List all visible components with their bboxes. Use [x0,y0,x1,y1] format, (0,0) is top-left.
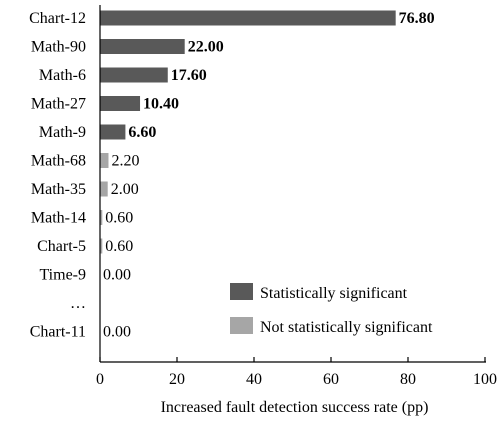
category-label-math-90: Math-90 [31,39,86,56]
bar-math-90 [100,39,185,54]
category-label-ellipsis: … [70,295,86,312]
category-label-chart-12: Chart-12 [29,10,86,27]
bar-chart-12 [100,10,396,26]
x-tick-label-80: 80 [400,371,416,388]
category-label-math-68: Math-68 [31,153,86,170]
bar-math-27 [100,96,141,111]
value-label-math-68: 2.20 [111,153,139,170]
value-label-math-6: 17.60 [171,67,207,84]
category-label-chart-11: Chart-11 [30,324,86,341]
x-tick-label-40: 40 [246,371,262,388]
legend-swatch-not-significant [230,317,253,334]
value-label-chart-12: 76.80 [399,10,435,27]
category-label-math-14: Math-14 [31,210,86,227]
bar-math-68 [100,153,109,168]
category-label-math-6: Math-6 [39,67,86,84]
value-label-math-14: 0.60 [105,210,133,227]
value-label-math-90: 22.00 [188,39,224,56]
x-tick-label-0: 0 [96,371,104,388]
value-labels: 76.80 22.00 17.60 10.40 6.60 2.20 2.00 0.60 0.60… [103,10,435,341]
x-tick-label-20: 20 [169,371,185,388]
value-label-math-9: 6.60 [128,124,156,141]
value-label-time-9: 0.00 [103,267,131,284]
value-label-math-35: 2.00 [111,181,139,198]
category-label-math-27: Math-27 [31,96,86,113]
category-label-math-9: Math-9 [39,124,86,141]
legend-label-not-significant: Not statistically significant [260,319,433,336]
legend-label-significant: Statistically significant [260,285,408,302]
x-tick-label-100: 100 [473,371,497,388]
category-label-chart-5: Chart-5 [37,238,86,255]
legend-swatch-significant [230,283,253,300]
bar-math-6 [100,67,168,83]
bar-math-9 [100,124,126,140]
bar-math-35 [100,181,108,197]
bar-math-14 [100,210,103,225]
category-labels: Chart-12 Math-90 Math-6 Math-27 Math-9 Math-6… [29,10,86,341]
category-label-math-35: Math-35 [31,181,86,198]
legend: Statistically significant Not statistica… [230,283,433,336]
value-label-math-27: 10.40 [143,96,179,113]
value-label-chart-5: 0.60 [105,238,133,255]
bars-group [100,10,396,254]
bar-chart-5 [100,238,103,254]
value-label-chart-11: 0.00 [103,324,131,341]
category-label-time-9: Time-9 [39,267,86,284]
x-axis-title: Increased fault detection success rate (… [161,399,429,416]
x-tick-label-60: 60 [323,371,339,388]
x-ticks: 0 20 40 60 80 100 [96,357,497,388]
